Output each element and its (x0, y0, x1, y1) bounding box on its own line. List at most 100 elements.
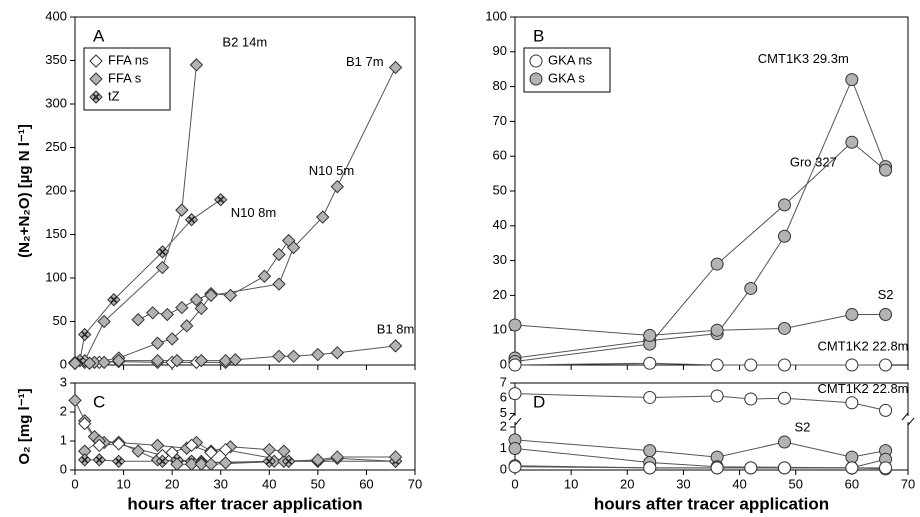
marker-shape (184, 438, 199, 453)
data-point (155, 454, 170, 469)
data-point (175, 300, 189, 315)
series-line (514, 362, 886, 366)
data-point (184, 438, 199, 453)
marker-shape (879, 403, 893, 417)
data-point (879, 163, 893, 177)
marker-shape (643, 444, 657, 458)
data-point (710, 257, 724, 271)
data-point (112, 353, 126, 368)
data-point (508, 358, 522, 372)
data-point (68, 356, 82, 370)
x-tick-label: 60 (359, 476, 373, 491)
series-label: CMT1K2 22.8m (817, 338, 908, 353)
marker-shape (228, 353, 242, 367)
y-tick-label: 300 (45, 95, 67, 110)
marker-shape (180, 319, 194, 333)
marker-shape (277, 444, 291, 458)
marker-hatch (92, 93, 100, 101)
series-line (79, 199, 221, 361)
marker-shape (643, 356, 657, 370)
data-point (286, 240, 301, 255)
marker-shape (97, 314, 111, 329)
marker-shape (131, 444, 145, 458)
data-point (388, 60, 403, 75)
marker-hatch (188, 216, 196, 224)
series-line (74, 400, 284, 464)
marker-shape (204, 457, 218, 471)
marker-shape (150, 353, 165, 368)
marker-shape (286, 349, 301, 364)
marker-shape (146, 306, 160, 320)
data-point (643, 444, 657, 458)
y-tick-label: 50 (493, 182, 507, 197)
series-label: Gro 327 (790, 155, 837, 170)
marker-shape (845, 461, 859, 475)
data-point (204, 457, 218, 471)
marker-shape (223, 288, 238, 303)
data-point (777, 321, 791, 335)
data-point (184, 213, 199, 227)
data-point (845, 358, 859, 372)
y-tick-label: 1 (500, 440, 507, 455)
series-label: B2 14m (222, 34, 267, 49)
marker-shape (89, 72, 103, 86)
x-tick-label: 20 (165, 476, 179, 491)
marker-shape (262, 442, 276, 457)
data-point (879, 403, 893, 417)
marker-shape (184, 457, 199, 471)
marker-shape (508, 358, 522, 372)
series-label: B1 7m (346, 54, 384, 69)
marker-shape (272, 247, 286, 262)
data-point (97, 314, 111, 329)
marker-shape (777, 229, 791, 243)
y-tick-label: 1 (60, 432, 67, 447)
x-tick-label: 40 (732, 476, 746, 491)
marker-shape (330, 450, 344, 464)
x-tick-label: 0 (71, 476, 78, 491)
marker-hatch (158, 457, 166, 465)
data-point (777, 198, 791, 212)
data-point (508, 318, 522, 332)
x-tick-label: 70 (408, 476, 422, 491)
panel-label: B (533, 26, 544, 45)
series-line (514, 393, 886, 411)
marker-shape (155, 260, 170, 275)
y-tick-label: 80 (493, 78, 507, 93)
marker-shape (160, 307, 174, 322)
marker-shape (311, 347, 325, 362)
marker-shape (78, 416, 92, 431)
data-point (710, 358, 724, 372)
data-point (112, 454, 126, 469)
marker-shape (777, 461, 791, 475)
marker-shape (710, 461, 724, 475)
data-point (744, 358, 758, 372)
marker-shape (89, 54, 103, 68)
data-point (311, 347, 325, 362)
y-tick-label: 70 (493, 113, 507, 128)
data-point (189, 58, 204, 72)
data-point (777, 229, 791, 243)
legend-label: tZ (108, 88, 120, 103)
marker-hatch (95, 456, 103, 464)
data-point (777, 435, 791, 449)
data-point (330, 179, 344, 194)
data-point (272, 349, 286, 364)
legend-marker (529, 72, 543, 86)
x-tick-label: 10 (116, 476, 130, 491)
marker-shape (218, 442, 233, 457)
marker-hatch (81, 456, 89, 464)
x-tick-label: 70 (901, 476, 915, 491)
y-axis-title: (N₂+N₂O) [µg N l⁻¹] (16, 124, 33, 258)
data-point (218, 353, 233, 368)
data-point (879, 308, 893, 322)
legend-label: GKA s (548, 70, 585, 85)
legend-label: FFA s (108, 70, 142, 85)
y-tick-label: 3 (60, 374, 67, 389)
y-tick-label: 10 (493, 322, 507, 337)
marker-shape (643, 461, 657, 475)
data-point (879, 461, 893, 475)
y-tick-label: 6 (500, 390, 507, 405)
data-point (845, 135, 859, 149)
y-tick-label: 150 (45, 226, 67, 241)
data-point (223, 288, 238, 303)
